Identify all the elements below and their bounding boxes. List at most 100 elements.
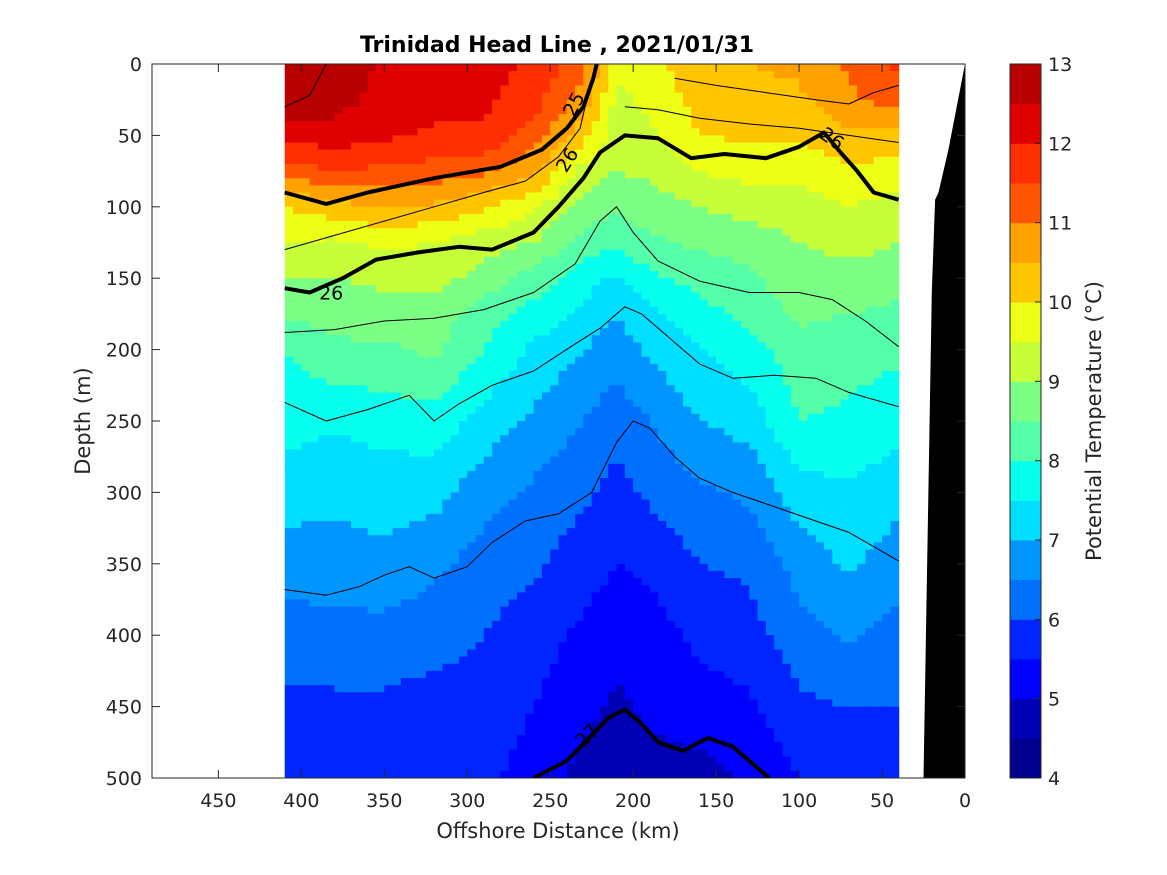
field-cell (293, 485, 302, 493)
field-cell (375, 735, 385, 743)
field-cell (691, 278, 701, 286)
field-cell (633, 649, 643, 658)
field-cell (351, 249, 360, 258)
field-cell (359, 613, 369, 622)
field-cell (691, 563, 701, 572)
field-cell (666, 692, 676, 701)
field-cell (400, 585, 410, 593)
field-cell (541, 499, 551, 508)
field-cell (400, 64, 410, 72)
field-cell (558, 706, 568, 715)
field-cell (367, 492, 377, 501)
field-cell (691, 263, 701, 272)
field-cell (351, 306, 360, 315)
field-cell (599, 556, 609, 565)
field-cell (633, 563, 643, 572)
field-cell (641, 285, 651, 294)
field-cell (317, 64, 327, 72)
field-cell (583, 113, 593, 122)
field-cell (608, 635, 618, 643)
field-cell (550, 620, 560, 629)
field-cell (301, 628, 311, 636)
field-cell (367, 470, 377, 479)
field-cell (342, 64, 352, 72)
field-cell (599, 685, 609, 693)
field-cell (326, 285, 336, 294)
field-cell (541, 770, 551, 778)
field-cell (409, 663, 419, 672)
field-cell (359, 435, 369, 444)
field-cell (508, 185, 518, 194)
field-cell (500, 528, 510, 536)
field-cell (351, 292, 360, 301)
field-cell (375, 113, 385, 122)
field-cell (508, 192, 518, 201)
field-cell (616, 192, 626, 201)
field-cell (558, 763, 568, 772)
field-cell (658, 628, 667, 636)
field-cell (691, 192, 701, 201)
field-cell (458, 113, 468, 122)
field-cell (641, 606, 651, 615)
field-cell (442, 113, 452, 122)
field-cell (599, 635, 609, 643)
field-cell (666, 392, 676, 401)
field-cell (641, 278, 651, 286)
field-cell (666, 128, 676, 136)
field-cell (641, 692, 651, 701)
field-cell (599, 385, 609, 394)
field-cell (359, 306, 369, 315)
field-cell (483, 642, 493, 651)
field-cell (616, 435, 626, 444)
field-cell (641, 763, 651, 772)
field-cell (425, 563, 435, 572)
field-cell (492, 485, 502, 493)
field-cell (342, 435, 352, 444)
field-cell (500, 249, 510, 258)
field-cell (334, 71, 344, 79)
field-cell (326, 706, 336, 715)
field-cell (334, 449, 344, 458)
field-cell (458, 413, 468, 422)
field-cell (417, 371, 427, 379)
field-cell (599, 470, 609, 479)
field-cell (658, 678, 667, 686)
field-cell (417, 263, 427, 272)
field-cell (500, 278, 510, 286)
field-cell (434, 428, 443, 436)
field-cell (566, 92, 576, 101)
field-cell (666, 92, 676, 101)
field-cell (541, 285, 551, 294)
field-cell (575, 156, 584, 165)
field-cell (284, 506, 294, 515)
field-cell (599, 620, 609, 629)
field-cell (591, 663, 601, 672)
field-cell (309, 449, 319, 458)
field-cell (591, 385, 601, 394)
field-cell (351, 399, 360, 408)
field-cell (450, 492, 460, 501)
field-cell (566, 206, 576, 215)
field-cell (317, 399, 327, 408)
field-cell (616, 728, 626, 736)
field-cell (558, 585, 568, 593)
field-cell (301, 735, 311, 743)
field-cell (517, 692, 526, 701)
field-cell (409, 106, 419, 115)
field-cell (334, 678, 344, 686)
field-cell (458, 335, 468, 344)
field-cell (425, 770, 435, 778)
field-cell (517, 670, 526, 679)
field-cell (309, 670, 319, 679)
field-cell (293, 428, 302, 436)
field-cell (558, 285, 568, 294)
field-cell (517, 535, 526, 543)
field-cell (351, 570, 360, 579)
field-cell (367, 249, 377, 258)
field-cell (442, 478, 452, 486)
field-cell (417, 513, 427, 522)
field-cell (375, 285, 385, 294)
field-cell (359, 606, 369, 615)
field-cell (400, 185, 410, 194)
field-cell (575, 585, 584, 593)
